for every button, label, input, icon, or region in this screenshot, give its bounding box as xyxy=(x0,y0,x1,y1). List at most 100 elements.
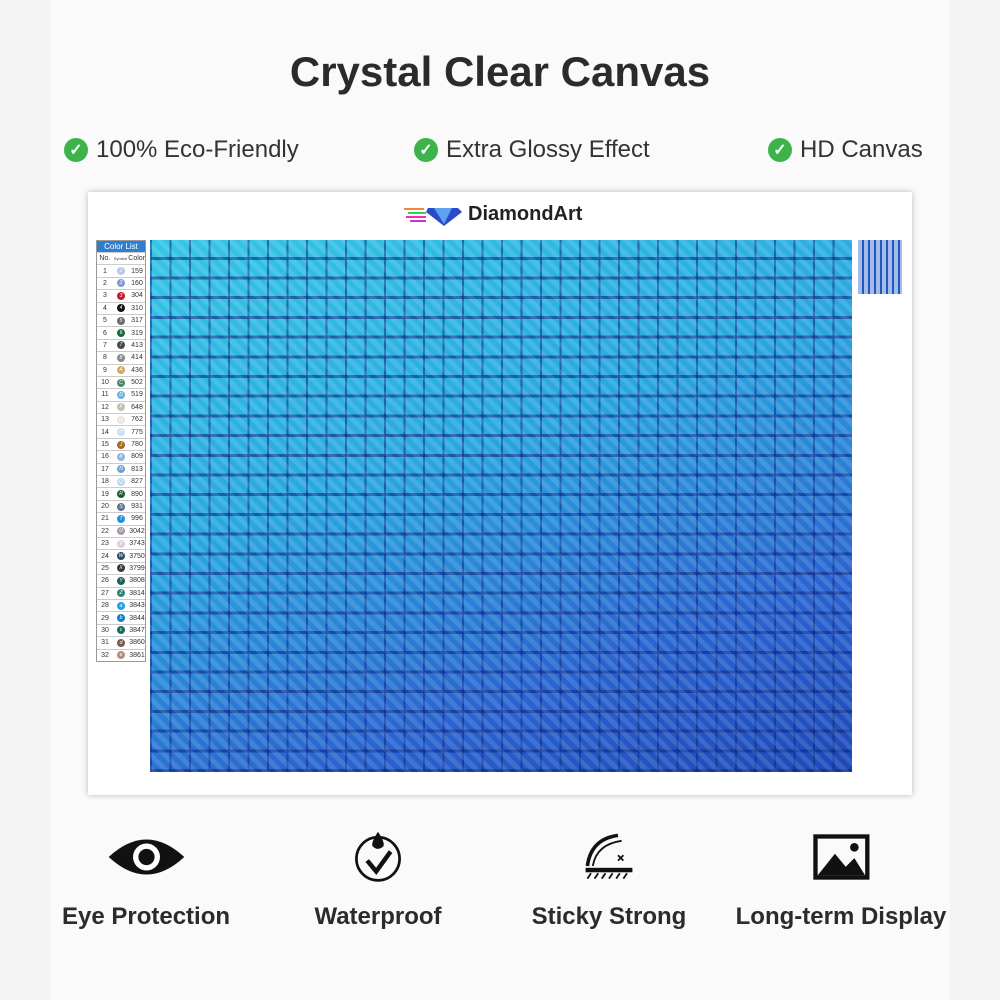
row-symbol: d xyxy=(113,638,129,647)
row-number: 11 xyxy=(101,391,109,399)
row-symbol: 3 xyxy=(113,291,129,300)
row-number: 4 xyxy=(103,304,107,312)
symbol-badge: 3 xyxy=(117,291,125,300)
symbol-badge: b xyxy=(117,614,125,623)
feature-label: Waterproof xyxy=(314,903,442,930)
page-title: Crystal Clear Canvas xyxy=(289,48,711,95)
symbol-badge: 5 xyxy=(117,316,125,325)
row-symbol: b xyxy=(113,614,129,623)
row-color-code: 3750 xyxy=(129,552,145,560)
row-symbol: 4 xyxy=(113,304,129,313)
color-list-row: 10 C 502 xyxy=(97,375,145,388)
symbol-badge: Z xyxy=(117,589,125,598)
color-list-row: 8 8 414 xyxy=(97,351,145,363)
feature-sticky-strong: Sticky Strong xyxy=(489,830,729,931)
row-color-code: 809 xyxy=(131,453,143,461)
row-color-code: 3861 xyxy=(129,651,145,659)
row-number: 5 xyxy=(103,317,107,325)
color-list-row: 26 Y 3808 xyxy=(97,574,145,586)
row-number: 6 xyxy=(103,329,107,337)
symbol-badge: c xyxy=(117,626,125,635)
row-number: 24 xyxy=(101,552,109,560)
color-list-row: 21 T 996 xyxy=(97,512,145,524)
row-number: 10 xyxy=(101,379,109,387)
feature-label: Sticky Strong xyxy=(531,903,687,930)
header-color: Color xyxy=(128,255,146,263)
feature-hd: ✓ HD Canvas xyxy=(768,136,923,164)
color-list-row: 31 d 3860 xyxy=(97,636,145,648)
color-list-row: 30 c 3847 xyxy=(97,623,145,636)
symbol-badge: X xyxy=(117,564,125,573)
row-symbol: 2 xyxy=(113,279,129,288)
row-number: 12 xyxy=(101,403,109,411)
row-number: 18 xyxy=(101,478,109,486)
row-symbol: 8 xyxy=(113,353,129,362)
row-symbol: 7 xyxy=(113,341,129,350)
check-icon: ✓ xyxy=(414,138,438,162)
row-number: 28 xyxy=(101,602,109,610)
symbol-badge: U xyxy=(117,527,125,536)
row-number: 25 xyxy=(101,564,109,572)
row-number: 9 xyxy=(103,366,107,374)
row-color-code: 3844 xyxy=(129,614,145,622)
row-symbol: Z xyxy=(113,589,129,598)
symbol-badge: 7 xyxy=(117,341,125,350)
color-list-row: 29 b 3844 xyxy=(97,611,145,623)
feature-eco: ✓ 100% Eco-Friendly xyxy=(64,136,299,164)
color-list-row: 4 4 310 xyxy=(97,301,145,314)
header-no: No. xyxy=(99,255,111,263)
symbol-badge: 8 xyxy=(117,353,125,362)
row-symbol: N xyxy=(113,465,129,474)
canvas-card: DiamondArt Color List No. Symbol Color 1… xyxy=(88,192,912,795)
diamond-logo-icon xyxy=(404,208,462,226)
sticky-icon xyxy=(585,833,633,880)
row-color-code: 502 xyxy=(131,379,143,387)
row-color-code: 3814 xyxy=(129,589,145,597)
symbol-badge: R xyxy=(117,490,125,499)
row-number: 17 xyxy=(101,465,109,473)
feature-label: Eye Protection xyxy=(61,903,231,930)
row-color-code: 762 xyxy=(131,416,143,424)
symbol-badge: Y xyxy=(117,576,125,585)
brand-logo: DiamondArt xyxy=(404,202,582,226)
row-color-code: 413 xyxy=(131,341,143,349)
color-list-row: 20 S 931 xyxy=(97,499,145,512)
row-color-code: 775 xyxy=(131,428,143,436)
row-number: 7 xyxy=(103,341,107,349)
row-symbol: D xyxy=(113,390,129,399)
color-list-row: 27 Z 3814 xyxy=(97,586,145,599)
row-color-code: 3808 xyxy=(129,577,145,585)
check-icon: ✓ xyxy=(768,138,792,162)
row-color-code: 310 xyxy=(131,304,143,312)
row-color-code: 890 xyxy=(131,490,143,498)
symbol-badge: H xyxy=(117,428,125,437)
thumbnail-preview xyxy=(858,240,902,294)
row-symbol: F xyxy=(113,403,129,412)
row-color-code: 827 xyxy=(131,478,143,486)
row-symbol: R xyxy=(113,490,129,499)
row-number: 2 xyxy=(103,279,107,287)
symbol-badge: D xyxy=(117,390,125,399)
row-number: 27 xyxy=(101,589,109,597)
row-color-code: 813 xyxy=(131,465,143,473)
row-number: 26 xyxy=(101,577,109,585)
row-symbol: 1 xyxy=(113,267,129,276)
eye-icon xyxy=(108,839,184,875)
row-number: 19 xyxy=(101,490,109,498)
color-list-title: Color List xyxy=(97,241,145,252)
row-color-code: 414 xyxy=(131,354,143,362)
row-symbol: G xyxy=(113,415,129,424)
color-list-row: 14 H 775 xyxy=(97,425,145,437)
feature-label: HD Canvas xyxy=(800,136,923,163)
row-symbol: S xyxy=(113,502,129,511)
row-symbol: Q xyxy=(113,477,129,486)
symbol-badge: 6 xyxy=(117,329,125,338)
symbol-badge: Q xyxy=(117,477,125,486)
row-number: 30 xyxy=(101,626,109,634)
color-list-row: 22 U 3042 xyxy=(97,524,145,537)
row-symbol: A xyxy=(113,366,129,375)
row-color-code: 160 xyxy=(131,279,143,287)
row-symbol: T xyxy=(113,514,129,523)
row-symbol: H xyxy=(113,428,129,437)
color-list-row: 32 e 3861 xyxy=(97,648,145,661)
